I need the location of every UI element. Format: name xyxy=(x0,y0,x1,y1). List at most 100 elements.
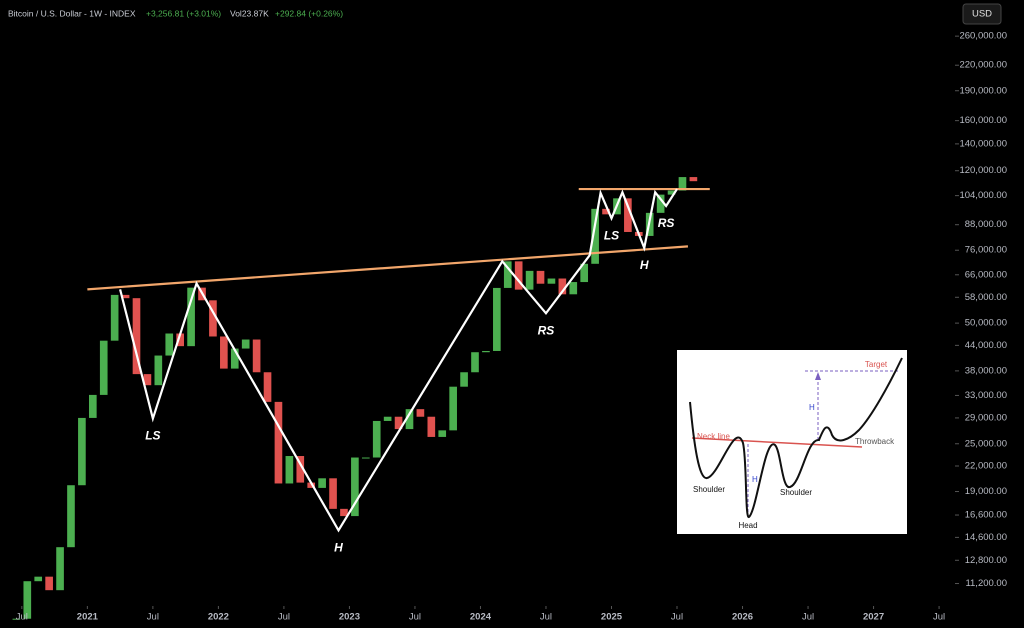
head-label: Head xyxy=(738,521,757,530)
candle xyxy=(547,278,556,284)
y-tick-label: 120,000.00 xyxy=(959,165,1007,176)
y-tick-label: 14,600.00 xyxy=(965,532,1007,543)
arrow-head xyxy=(815,372,821,380)
x-tick-label: Jul xyxy=(933,612,945,623)
candle xyxy=(121,294,130,299)
inset-diagram: Target Neck line Throwback H H Shoulder … xyxy=(677,350,907,534)
x-tick-label: Jul xyxy=(409,612,421,623)
candle xyxy=(493,287,501,351)
candle xyxy=(285,456,294,484)
candle xyxy=(56,547,64,591)
candle xyxy=(372,420,381,458)
candle xyxy=(296,456,305,483)
y-tick-label: 140,000.00 xyxy=(959,138,1007,149)
pattern-label: RS xyxy=(658,216,675,230)
y-tick-label: 50,000.00 xyxy=(965,318,1007,329)
candle xyxy=(383,416,392,421)
pattern-label: RS xyxy=(538,323,555,337)
y-tick-label: 12,800.00 xyxy=(965,555,1007,566)
x-tick-label: 2026 xyxy=(732,612,753,623)
x-tick-label: Jul xyxy=(802,612,814,623)
candle xyxy=(689,177,698,182)
volume-change: +292.84 (+0.26%) xyxy=(275,8,343,18)
h-label: H xyxy=(809,403,815,412)
candle xyxy=(78,417,86,486)
candle xyxy=(329,478,337,509)
candle xyxy=(274,401,283,484)
x-tick-label: Jul xyxy=(147,612,159,623)
candle xyxy=(536,270,545,284)
pattern-label: LS xyxy=(145,429,160,443)
volume: Vol23.87K xyxy=(230,8,269,18)
y-tick-label: 22,000.00 xyxy=(965,461,1007,472)
candle xyxy=(558,278,567,295)
y-tick-label: 25,000.00 xyxy=(965,438,1007,449)
y-tick-label: 66,000.00 xyxy=(965,269,1007,280)
y-tick-label: 16,600.00 xyxy=(965,510,1007,521)
candle xyxy=(252,339,261,373)
x-tick-label: 2024 xyxy=(470,612,492,623)
pattern-line xyxy=(119,188,678,533)
candle xyxy=(678,177,687,191)
candle xyxy=(88,394,97,418)
x-tick-label: 2021 xyxy=(77,612,99,623)
candle xyxy=(361,457,370,459)
candle xyxy=(438,430,447,437)
candle xyxy=(110,294,119,341)
candle xyxy=(503,261,512,288)
x-tick-label: 2025 xyxy=(601,612,623,623)
currency[interactable]: USD xyxy=(972,9,992,20)
candle xyxy=(656,194,665,213)
x-tick-label: 2027 xyxy=(863,612,884,623)
candle xyxy=(99,340,108,395)
shoulder-label: Shoulder xyxy=(780,488,812,497)
candle xyxy=(405,409,414,430)
symbol: Bitcoin / U.S. Dollar - 1W - INDEX xyxy=(8,8,136,18)
target-label: Target xyxy=(865,360,888,369)
candle xyxy=(34,576,43,582)
candle xyxy=(449,386,457,431)
candle xyxy=(307,482,316,488)
pattern-label: LS xyxy=(604,228,619,242)
h-label: H xyxy=(752,475,758,484)
candle xyxy=(351,457,359,517)
candle xyxy=(624,198,632,232)
y-tick-label: 190,000.00 xyxy=(959,85,1007,96)
candle xyxy=(340,508,348,517)
y-tick-label: 38,000.00 xyxy=(965,365,1007,376)
throwback-label: Throwback xyxy=(855,437,895,446)
candle xyxy=(569,282,578,295)
candle xyxy=(132,298,141,375)
candle xyxy=(143,374,152,386)
x-tick-label: Jul xyxy=(16,612,28,623)
candle xyxy=(165,333,174,356)
change: +3,256.81 (+3.01%) xyxy=(146,8,221,18)
y-tick-label: 76,000.00 xyxy=(965,245,1007,256)
y-tick-label: 104,000.00 xyxy=(959,190,1007,201)
candle xyxy=(12,618,21,620)
inset-background xyxy=(677,350,907,534)
neck-line-label: Neck line xyxy=(697,432,730,441)
candle xyxy=(580,263,589,283)
candle xyxy=(602,208,610,215)
x-tick-label: 2022 xyxy=(208,612,229,623)
y-tick-label: 33,000.00 xyxy=(965,390,1007,401)
pattern-label: H xyxy=(640,258,649,272)
candle xyxy=(591,208,599,264)
shoulder-label: Shoulder xyxy=(693,485,725,494)
neck-line xyxy=(691,437,863,448)
x-tick-label: Jul xyxy=(540,612,552,623)
candle xyxy=(263,372,272,402)
x-tick-label: Jul xyxy=(671,612,683,623)
trendline xyxy=(87,245,689,291)
candle xyxy=(667,190,676,195)
candle xyxy=(154,355,163,386)
candle xyxy=(416,409,425,417)
currency-button[interactable] xyxy=(962,3,1002,25)
pattern-label: H xyxy=(334,541,343,555)
candle xyxy=(514,261,523,290)
y-tick-label: 220,000.00 xyxy=(959,60,1007,71)
candle xyxy=(427,416,436,437)
candle xyxy=(318,478,326,488)
